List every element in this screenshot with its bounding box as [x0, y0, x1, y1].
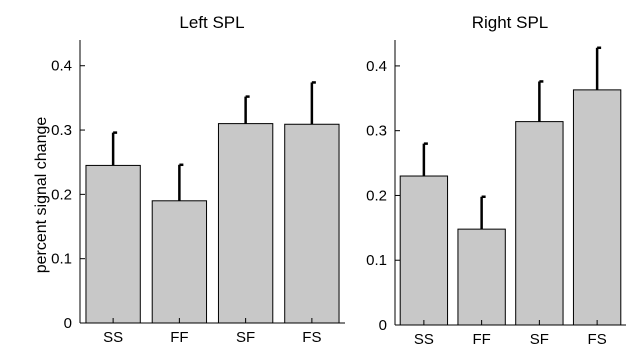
right-spl-bar-ss — [399, 175, 449, 326]
left-spl-x-tick-label-ss: SS — [103, 329, 123, 346]
right-spl-y-tick-label: 0.3 — [366, 123, 387, 140]
left-spl-x-tick-label-sf: SF — [236, 329, 255, 346]
right-spl-bar-ff — [457, 228, 506, 326]
left-spl-bar-fs — [284, 123, 340, 324]
right-spl-x-tick-label-ff: FF — [472, 331, 490, 348]
right-spl-x-tick-label-ss: SS — [414, 331, 434, 348]
left-spl-bar-ss — [85, 164, 141, 324]
left-spl-x-tick-label-fs: FS — [302, 329, 321, 346]
left-spl-y-tick-label: 0.3 — [51, 122, 72, 139]
right-spl-y-tick-label: 0.4 — [366, 58, 387, 75]
left-spl-x-tick-label-ff: FF — [170, 329, 188, 346]
left-spl-bar-sf — [217, 123, 274, 324]
left-spl-panel: Left SPL 0 0.1 0.2 0.3 0.4 SS FF SF FS — [51, 13, 345, 346]
right-spl-title: Right SPL — [472, 13, 549, 32]
right-spl-panel: Right SPL 0 0.1 0.2 0.3 0.4 SS FF SF FS — [366, 13, 626, 348]
left-spl-y-tick-label: 0.4 — [51, 58, 72, 75]
left-spl-y-tick-label: 0.2 — [51, 186, 72, 203]
right-spl-y-tick-label: 0 — [379, 317, 387, 334]
left-spl-y-tick-label: 0 — [64, 315, 72, 332]
left-spl-y-tick-label: 0.1 — [51, 251, 72, 268]
y-axis-label: percent signal change — [33, 117, 50, 274]
left-spl-title: Left SPL — [179, 13, 244, 32]
left-spl-bar-ff — [151, 200, 208, 324]
right-spl-bar-fs — [572, 89, 622, 326]
right-spl-y-tick-label: 0.2 — [366, 187, 387, 204]
right-spl-y-tick-label: 0.1 — [366, 252, 387, 269]
right-spl-bar-sf — [515, 121, 564, 326]
right-spl-x-tick-label-sf: SF — [530, 331, 549, 348]
right-spl-x-tick-label-fs: FS — [588, 331, 607, 348]
